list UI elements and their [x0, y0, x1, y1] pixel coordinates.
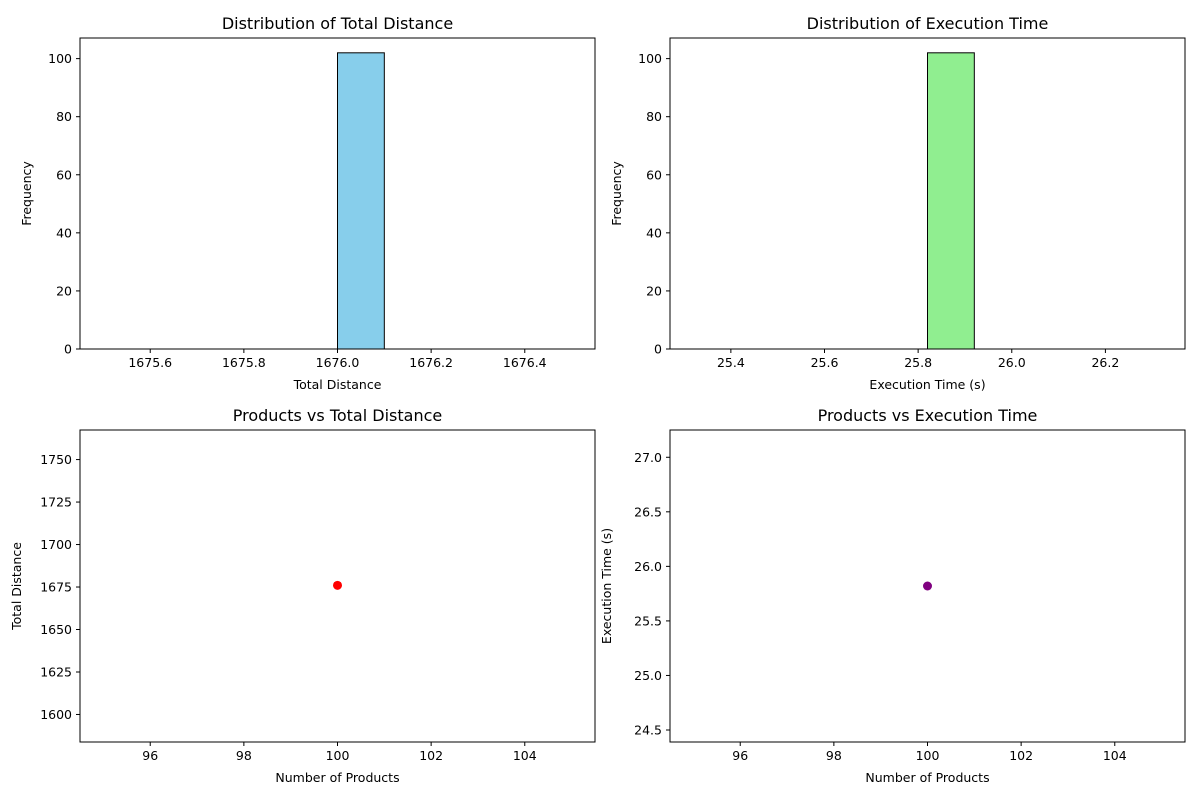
y-tick-label: 1625 — [40, 664, 72, 679]
x-tick-label: 100 — [916, 748, 940, 763]
x-tick-label: 96 — [732, 748, 748, 763]
subplot-3: 96 98 100 102 104 1600 1625 1650 1675 1700 1725 175… — [9, 406, 596, 785]
y-tick-label: 1650 — [40, 622, 72, 637]
y-tick-label: 24.5 — [634, 723, 662, 738]
subplot-title: Distribution of Total Distance — [222, 14, 453, 33]
subplot-title: Products vs Execution Time — [818, 406, 1038, 425]
y-tick-label: 80 — [56, 109, 72, 124]
y-tick-label: 40 — [646, 225, 662, 240]
subplot-2: 25.4 25.6 25.8 26.0 26.2 0 20 40 60 80 100 Distribu… — [609, 14, 1186, 392]
y-tick-label: 100 — [48, 51, 72, 66]
x-tick-label: 98 — [236, 748, 252, 763]
x-tick-label: 25.4 — [717, 355, 745, 370]
y-tick-label: 25.5 — [634, 613, 662, 628]
y-tick-label: 25.0 — [634, 668, 662, 683]
subplot-4: 96 98 100 102 104 24.5 25.0 25.5 26.0 26.5 27.0 Pro… — [599, 406, 1186, 785]
x-tick-label: 96 — [142, 748, 158, 763]
x-tick-label: 1676.0 — [316, 355, 360, 370]
subplot-title: Distribution of Execution Time — [807, 14, 1049, 33]
x-tick-label: 104 — [1103, 748, 1127, 763]
subplot-title: Products vs Total Distance — [233, 406, 442, 425]
subplot-1: 1675.6 1675.8 1676.0 1676.2 1676.4 0 20 40 60 80 1… — [19, 14, 596, 392]
y-tick-label: 1700 — [40, 537, 72, 552]
y-axis-label: Execution Time (s) — [599, 528, 614, 644]
y-tick-label: 80 — [646, 109, 662, 124]
x-tick-label: 102 — [1009, 748, 1033, 763]
y-tick-label: 1725 — [40, 495, 72, 510]
axes-frame — [669, 37, 1186, 350]
x-tick-label: 1675.8 — [222, 355, 266, 370]
histogram-bar — [927, 52, 975, 350]
y-tick-label: 0 — [64, 342, 72, 357]
x-tick-label: 25.6 — [811, 355, 839, 370]
y-tick-label: 100 — [638, 51, 662, 66]
x-tick-label: 25.8 — [904, 355, 932, 370]
histogram-bar — [337, 52, 385, 350]
x-axis-label: Number of Products — [275, 770, 399, 785]
x-tick-label: 1675.6 — [128, 355, 172, 370]
x-tick-label: 100 — [326, 748, 350, 763]
x-tick-label: 102 — [419, 748, 443, 763]
y-tick-label: 1750 — [40, 452, 72, 467]
scatter-point — [333, 580, 342, 590]
x-tick-label: 26.2 — [1091, 355, 1119, 370]
scatter-point — [923, 581, 932, 591]
x-tick-label: 1676.2 — [409, 355, 453, 370]
x-tick-label: 1676.4 — [503, 355, 547, 370]
y-tick-label: 20 — [56, 283, 72, 298]
y-tick-label: 0 — [654, 342, 662, 357]
x-axis-label: Total Distance — [293, 377, 382, 392]
y-tick-label: 20 — [646, 283, 662, 298]
y-axis-label: Total Distance — [9, 542, 24, 631]
y-tick-label: 40 — [56, 225, 72, 240]
y-tick-label: 1600 — [40, 707, 72, 722]
x-axis-label: Number of Products — [865, 770, 989, 785]
x-tick-label: 98 — [826, 748, 842, 763]
y-axis-label: Frequency — [19, 161, 34, 226]
y-tick-label: 60 — [646, 167, 662, 182]
y-tick-label: 26.0 — [634, 559, 662, 574]
x-axis-label: Execution Time (s) — [869, 377, 985, 392]
y-axis-label: Frequency — [609, 161, 624, 226]
x-tick-label: 104 — [513, 748, 537, 763]
y-tick-label: 1675 — [40, 580, 72, 595]
y-tick-label: 60 — [56, 167, 72, 182]
y-tick-label: 27.0 — [634, 450, 662, 465]
y-tick-label: 26.5 — [634, 504, 662, 519]
x-tick-label: 26.0 — [998, 355, 1026, 370]
